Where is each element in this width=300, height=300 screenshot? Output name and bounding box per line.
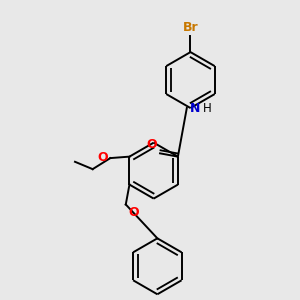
Text: Br: Br [183,21,198,34]
Text: O: O [98,151,108,164]
Text: H: H [203,102,212,115]
Text: N: N [190,102,200,115]
Text: O: O [146,138,157,151]
Text: O: O [129,206,139,219]
